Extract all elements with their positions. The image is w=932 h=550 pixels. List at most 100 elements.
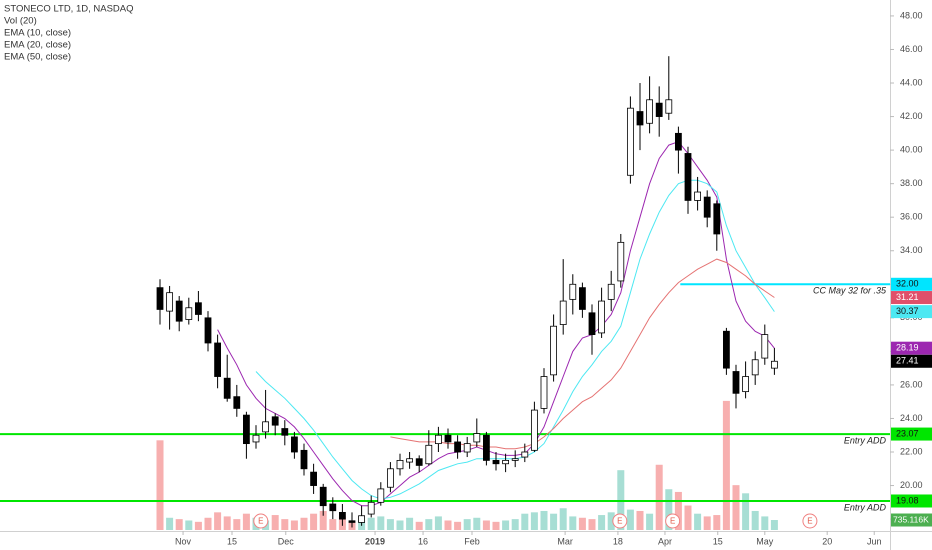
volume-bar [329, 519, 337, 530]
y-tick-label: 46.00 [900, 44, 923, 54]
candle-body [617, 241, 625, 282]
earnings-label: E [807, 517, 812, 526]
candle-body [713, 203, 721, 235]
volume-bar [406, 517, 414, 530]
level-tag [891, 427, 932, 441]
volume-bar [463, 519, 471, 530]
volume-bar [156, 440, 164, 530]
candle-body [444, 434, 452, 443]
candle-body [300, 449, 308, 470]
volume-bar [770, 520, 778, 530]
candle-body [684, 153, 692, 201]
volume-bar [271, 515, 279, 530]
x-tick-label: May [756, 536, 774, 546]
candle-body [482, 434, 490, 461]
y-tick-label: 44.00 [900, 77, 923, 87]
level-note: CC May 32 for .35 [813, 286, 887, 296]
level-note: Entry ADD [844, 502, 887, 512]
earnings-label: E [258, 517, 263, 526]
candle-body [473, 433, 481, 443]
volume-bar [214, 512, 222, 530]
price-tag-label: 30.37 [896, 306, 919, 316]
volume-bar [626, 509, 634, 530]
candle-body [694, 191, 701, 201]
volume-bar [281, 519, 289, 530]
x-tick-label: Mar [557, 536, 573, 546]
price-tag [891, 291, 932, 305]
volume-bar [636, 510, 644, 530]
volume-bar [694, 513, 702, 530]
volume-bar [377, 516, 385, 530]
x-tick-label: Feb [464, 536, 480, 546]
volume-bar [194, 521, 202, 530]
volume-bar [511, 519, 519, 530]
candle-body [377, 488, 385, 503]
candle-body [646, 99, 653, 124]
candle-body [550, 325, 557, 376]
price-tag [891, 305, 932, 319]
volume-bar [674, 491, 682, 530]
earnings-marker [665, 513, 681, 529]
volume-bar [444, 520, 452, 530]
level-tag-label: 32.00 [896, 279, 919, 289]
volume-bar [492, 521, 500, 530]
candle-body [770, 360, 778, 369]
volume-bar [540, 510, 548, 530]
volume-bar [300, 517, 308, 530]
candle-body [598, 300, 605, 334]
candle-body [569, 283, 577, 300]
candle-body [732, 371, 740, 394]
candle-body [358, 515, 366, 523]
earnings-label: E [670, 517, 675, 526]
volume-bar [175, 519, 183, 530]
candle-body [406, 458, 414, 463]
volume-bar [386, 519, 394, 530]
candle-body [233, 396, 241, 409]
candle-body [243, 414, 250, 445]
candle-body [578, 287, 586, 310]
volume-bar [367, 517, 375, 530]
candle-body [761, 334, 769, 359]
x-tick-label: 15 [713, 536, 723, 546]
y-tick-label: 34.00 [900, 245, 923, 255]
candle-body [502, 459, 509, 465]
legend-entry: EMA (50, close) [4, 52, 71, 63]
legend-entry: EMA (20, close) [4, 40, 71, 51]
candle-body [674, 132, 682, 151]
candle-body [271, 416, 279, 426]
candle-body [435, 434, 442, 445]
candle-body [175, 300, 183, 322]
volume-bar [242, 513, 250, 530]
price-tag-label: 31.21 [896, 292, 919, 302]
volume-bar [550, 513, 558, 530]
volume-bar [454, 521, 462, 530]
candle-body [492, 459, 500, 465]
volume-bar [703, 516, 711, 530]
volume-bar [319, 510, 327, 530]
candle-body [521, 451, 529, 458]
candle-body [319, 486, 327, 507]
earnings-label: E [617, 517, 622, 526]
candle-body [166, 292, 174, 312]
volume-bar [655, 464, 663, 530]
volume-bar [310, 513, 318, 530]
legend-volume: Vol (20) [4, 16, 37, 27]
legend-entry: EMA (10, close) [4, 28, 71, 39]
volume-bar [684, 505, 692, 530]
candle-body [195, 302, 202, 315]
volume-bar [204, 517, 212, 530]
candle-body [387, 468, 394, 488]
y-tick-label: 48.00 [900, 10, 923, 20]
candle-body [367, 501, 375, 515]
candle-body [185, 307, 193, 320]
level-tag [891, 277, 932, 291]
x-tick-label: 20 [822, 536, 832, 546]
candle-body [742, 376, 749, 393]
candle-body [636, 111, 644, 126]
volume-bar [569, 516, 577, 530]
volume-bar [530, 512, 538, 530]
candle-body [310, 471, 318, 486]
volume-bar [521, 513, 529, 530]
x-tick-label: 16 [418, 536, 428, 546]
